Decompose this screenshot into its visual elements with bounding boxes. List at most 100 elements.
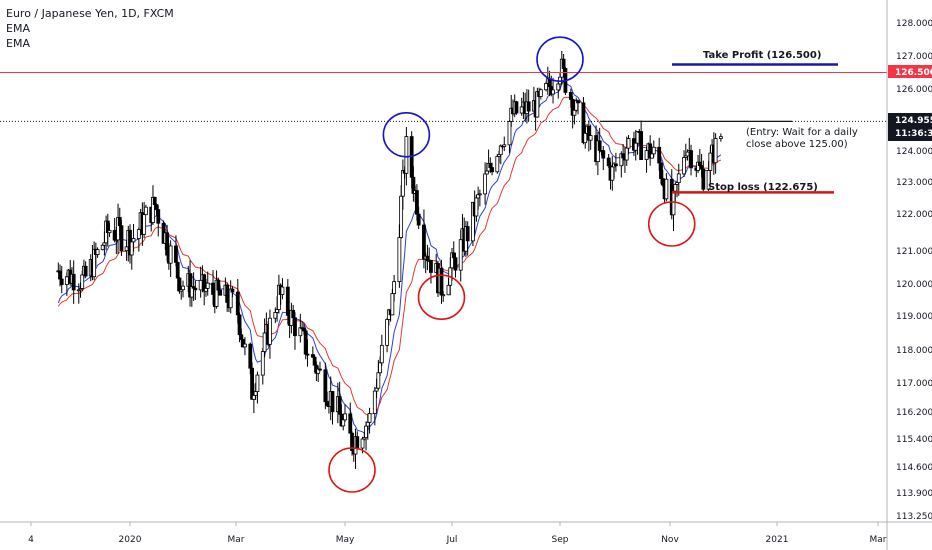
- candle-body: [225, 284, 230, 303]
- swing-circles: [328, 36, 696, 493]
- candle-body: [341, 419, 346, 427]
- price-axis[interactable]: 128.000127.000126.000125.000124.000123.0…: [896, 19, 932, 522]
- candle-body: [610, 166, 615, 181]
- time-tick-label: 4: [28, 535, 34, 545]
- candle-body: [348, 413, 353, 434]
- candle-body: [713, 138, 718, 164]
- candle-body: [343, 413, 347, 421]
- price-tick-label: 117.000: [896, 379, 932, 389]
- candle-body: [268, 317, 272, 345]
- ema-indicator-1[interactable]: EMA: [6, 22, 30, 35]
- candle-body: [152, 196, 157, 205]
- candle-body: [572, 109, 577, 116]
- candle-body: [514, 101, 519, 114]
- candle-body: [556, 83, 561, 91]
- ema-indicator-2[interactable]: EMA: [6, 37, 30, 50]
- candle-body: [650, 153, 654, 159]
- candle-body: [699, 165, 704, 170]
- candle-body: [390, 293, 395, 316]
- time-tick-label: 2021: [766, 535, 789, 545]
- candle-body: [422, 224, 426, 260]
- candle-body: [376, 372, 381, 389]
- candle-body: [71, 273, 76, 291]
- candle-body: [181, 285, 185, 291]
- price-tick-label: 128.000: [896, 19, 932, 29]
- candle-body: [488, 163, 493, 168]
- price-tick-label: 113.250: [896, 512, 932, 522]
- candle-body: [664, 178, 669, 200]
- candle-body: [318, 368, 322, 371]
- candle-body: [429, 259, 433, 273]
- price-tick-label: 121.000: [896, 247, 932, 257]
- symbol-title[interactable]: Euro / Japanese Yen, 1D, FXCM: [6, 7, 174, 20]
- candle-body: [621, 153, 626, 159]
- price-tick-label: 123.000: [896, 178, 932, 188]
- candle-body: [156, 209, 161, 224]
- price-tick-label: 127.000: [896, 52, 932, 62]
- candle-body: [303, 330, 308, 355]
- candle-body: [177, 277, 182, 292]
- candle-body: [635, 131, 640, 144]
- ema-lines: [57, 80, 722, 434]
- candle-body: [165, 232, 170, 256]
- candle-body: [606, 157, 611, 167]
- candle-body: [400, 170, 405, 197]
- candle-body: [660, 178, 665, 186]
- candle-body: [154, 204, 159, 211]
- candle-body: [519, 106, 524, 114]
- candle-body: [235, 291, 240, 316]
- candle-body: [551, 89, 555, 95]
- candle-body: [312, 356, 317, 366]
- candle-body: [230, 288, 235, 293]
- price-tick-label: 114.600: [896, 463, 932, 473]
- candle-body: [285, 286, 290, 316]
- candle-body: [142, 214, 147, 235]
- candle-body: [365, 421, 370, 427]
- candle-body: [80, 274, 85, 289]
- candle-body: [323, 369, 328, 403]
- price-tick-label: 119.000: [896, 312, 932, 322]
- candle-body: [117, 217, 122, 227]
- candle-body: [260, 351, 265, 376]
- ema-slow-line: [57, 96, 722, 416]
- candle-body: [416, 213, 421, 226]
- candle-body: [119, 225, 124, 252]
- time-tick-label: 2020: [119, 535, 142, 545]
- candle-body: [576, 100, 580, 104]
- candle-body: [302, 327, 306, 332]
- candle-body: [633, 142, 638, 151]
- candle-body: [372, 390, 377, 414]
- candle-body: [367, 413, 372, 423]
- candle-body: [100, 244, 105, 251]
- candle-body: [239, 334, 244, 340]
- candle-body: [404, 136, 409, 174]
- candle-body: [588, 135, 593, 141]
- candle-body: [291, 309, 296, 319]
- last-price-tag: 124.955 11:36:31: [888, 113, 932, 141]
- price-tick-label: 126.000: [896, 85, 932, 95]
- candle-body: [397, 237, 402, 283]
- price-tick-label: 118.000: [896, 346, 932, 356]
- candle-body: [131, 238, 136, 243]
- time-tick-label: Sep: [552, 535, 569, 545]
- candle-body: [124, 246, 129, 252]
- time-axis[interactable]: 4 2020 Mar May Jul Sep Nov 2021 Mar: [28, 522, 887, 545]
- swing-high-circle: [536, 36, 584, 83]
- candle-body: [59, 278, 64, 286]
- candle-body: [218, 289, 223, 296]
- candle-body: [237, 314, 242, 336]
- candle-body: [614, 163, 618, 167]
- candle-body: [379, 344, 384, 364]
- candle-body: [526, 101, 531, 112]
- candle-body: [644, 150, 649, 160]
- time-tick-label: Jul: [446, 535, 458, 545]
- price-tick-label: 120.000: [896, 280, 932, 290]
- candle-body: [360, 438, 365, 449]
- candle-body: [624, 147, 629, 161]
- swing-low-circle: [328, 447, 376, 493]
- candle-body: [446, 284, 451, 296]
- candle-body: [451, 252, 456, 259]
- candle-body: [441, 294, 446, 297]
- candle-body: [673, 184, 678, 192]
